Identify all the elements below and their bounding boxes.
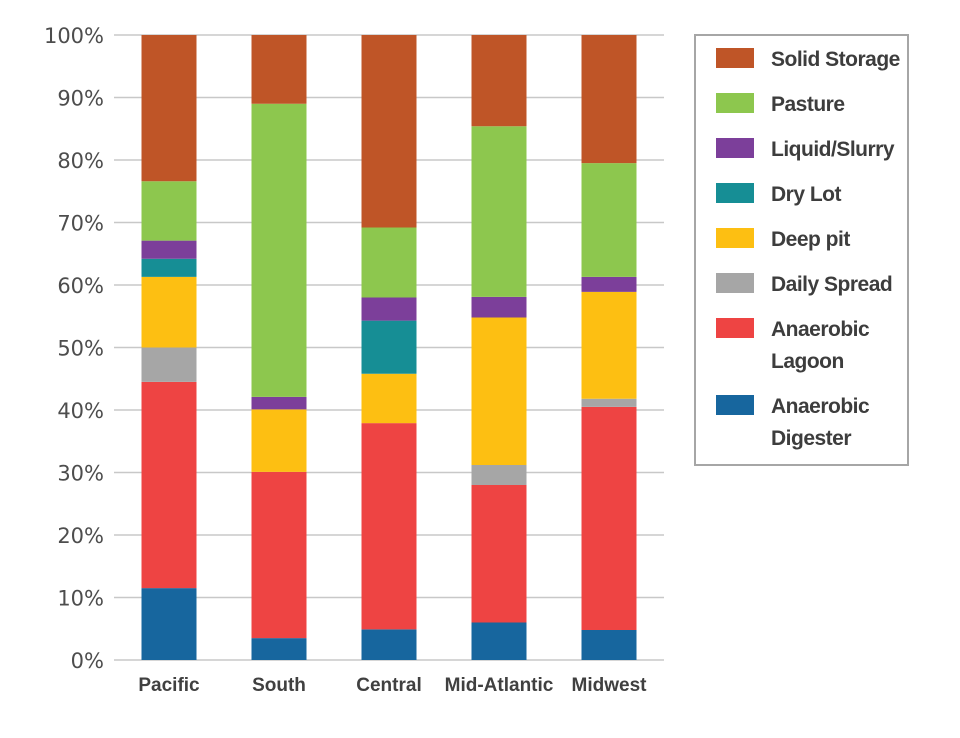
bar-stack-mid-atlantic bbox=[471, 35, 527, 660]
legend-item: Daily Spread bbox=[716, 269, 901, 301]
bar-segment-deep-pit bbox=[251, 409, 307, 472]
legend-label-line: Daily Spread bbox=[771, 273, 893, 296]
legend-item: Anaerobic Digester bbox=[716, 391, 901, 455]
legend-label: Anaerobic Digester bbox=[771, 391, 901, 455]
legend-item: Anaerobic Lagoon bbox=[716, 314, 901, 378]
x-axis-category-labels: Pacific South Central Mid-Atlantic Midwest bbox=[138, 675, 647, 696]
y-axis-tick-labels: 0% 10% 20% 30% 40% 50% 60% 70% 80% 90% 100% bbox=[44, 24, 104, 673]
y-tick-label: 30% bbox=[57, 462, 104, 486]
bar-segment-solid-storage bbox=[141, 35, 197, 182]
bar-segment-solid-storage bbox=[251, 35, 307, 104]
y-tick-label: 90% bbox=[57, 87, 104, 111]
legend-label-line: Dry Lot bbox=[771, 183, 842, 206]
bar-segment-liquid-slurry bbox=[251, 396, 307, 410]
bar-segment-liquid-slurry bbox=[141, 240, 197, 259]
bar-segment-anaerobic-lagoon bbox=[471, 485, 527, 623]
legend-swatch bbox=[716, 273, 754, 293]
bar-segment-anaerobic-digester bbox=[581, 630, 637, 660]
bar-segment-liquid-slurry bbox=[361, 297, 417, 321]
bar-segment-anaerobic-digester bbox=[471, 622, 527, 660]
legend-label-line: Lagoon bbox=[771, 350, 844, 373]
bar-segment-pasture bbox=[581, 163, 637, 277]
legend-label-line: Digester bbox=[771, 427, 852, 450]
bar-stack-south bbox=[251, 35, 307, 660]
legend-label: Pasture bbox=[771, 89, 901, 121]
legend-label-line: Anaerobic bbox=[771, 318, 870, 341]
legend-label: Deep pit bbox=[771, 224, 901, 256]
bar-segment-solid-storage bbox=[581, 35, 637, 164]
bar-segment-pasture bbox=[251, 103, 307, 397]
bar-segment-liquid-slurry bbox=[471, 296, 527, 318]
legend: Solid Storage Pasture Liquid/Slurry Dry Lot… bbox=[694, 34, 909, 466]
legend-item: Dry Lot bbox=[716, 179, 901, 211]
bar-segment-anaerobic-digester bbox=[251, 638, 307, 660]
legend-label-line: Anaerobic bbox=[771, 395, 870, 418]
y-tick-label: 10% bbox=[57, 587, 104, 611]
bar-segment-anaerobic-lagoon bbox=[581, 406, 637, 630]
legend-swatch bbox=[716, 93, 754, 113]
bar-segment-pasture bbox=[141, 181, 197, 241]
bar-segment-liquid-slurry bbox=[581, 276, 637, 292]
y-tick-label: 0% bbox=[71, 649, 104, 673]
bar-segment-daily-spread bbox=[141, 347, 197, 382]
legend-label-line: Liquid/Slurry bbox=[771, 138, 895, 161]
bar-segment-anaerobic-lagoon bbox=[141, 381, 197, 589]
legend-swatch bbox=[716, 318, 754, 338]
y-tick-label: 70% bbox=[57, 212, 104, 236]
bar-stack-pacific bbox=[141, 35, 197, 660]
y-tick-label: 60% bbox=[57, 274, 104, 298]
y-tick-label: 80% bbox=[57, 149, 104, 173]
bar-segment-deep-pit bbox=[471, 317, 527, 465]
bar-segment-anaerobic-lagoon bbox=[361, 423, 417, 630]
bar-segment-anaerobic-lagoon bbox=[251, 471, 307, 639]
bar-segment-dry-lot bbox=[361, 320, 417, 374]
y-tick-label: 40% bbox=[57, 399, 104, 423]
bar-segment-anaerobic-digester bbox=[361, 629, 417, 660]
bar-segment-anaerobic-digester bbox=[141, 588, 197, 660]
x-category-label: Mid-Atlantic bbox=[445, 675, 554, 696]
x-category-label: Midwest bbox=[572, 675, 648, 696]
bar-segment-pasture bbox=[471, 126, 527, 297]
legend-item: Deep pit bbox=[716, 224, 901, 256]
legend-swatch bbox=[716, 228, 754, 248]
legend-swatch bbox=[716, 395, 754, 415]
legend-label-line: Solid Storage bbox=[771, 48, 900, 71]
x-category-label: South bbox=[252, 675, 306, 696]
bar-segment-daily-spread bbox=[581, 398, 637, 407]
legend-swatch bbox=[716, 138, 754, 158]
legend-label: Solid Storage bbox=[771, 44, 901, 76]
y-tick-label: 50% bbox=[57, 337, 104, 361]
legend-item: Liquid/Slurry bbox=[716, 134, 901, 166]
bar-segment-deep-pit bbox=[361, 373, 417, 424]
bar-segment-solid-storage bbox=[361, 35, 417, 228]
y-tick-label: 100% bbox=[44, 24, 104, 48]
bar-segment-deep-pit bbox=[141, 276, 197, 348]
x-category-label: Pacific bbox=[138, 675, 200, 696]
legend-label-line: Pasture bbox=[771, 93, 845, 116]
bar-segment-dry-lot bbox=[141, 258, 197, 277]
legend-item: Solid Storage bbox=[716, 44, 901, 76]
legend-item: Pasture bbox=[716, 89, 901, 121]
legend-label: Liquid/Slurry bbox=[771, 134, 901, 166]
bar-stack-central bbox=[361, 35, 417, 660]
legend-swatch bbox=[716, 48, 754, 68]
y-tick-label: 20% bbox=[57, 524, 104, 548]
bar-segment-pasture bbox=[361, 227, 417, 298]
x-category-label: Central bbox=[356, 675, 421, 696]
legend-label: Anaerobic Lagoon bbox=[771, 314, 901, 378]
bar-segment-solid-storage bbox=[471, 35, 527, 127]
legend-label: Daily Spread bbox=[771, 269, 901, 301]
bar-stack-midwest bbox=[581, 35, 637, 660]
bar-segment-deep-pit bbox=[581, 291, 637, 399]
bar-segment-daily-spread bbox=[471, 465, 527, 485]
legend-label: Dry Lot bbox=[771, 179, 901, 211]
legend-swatch bbox=[716, 183, 754, 203]
legend-label-line: Deep pit bbox=[771, 228, 850, 251]
bars bbox=[141, 35, 637, 660]
